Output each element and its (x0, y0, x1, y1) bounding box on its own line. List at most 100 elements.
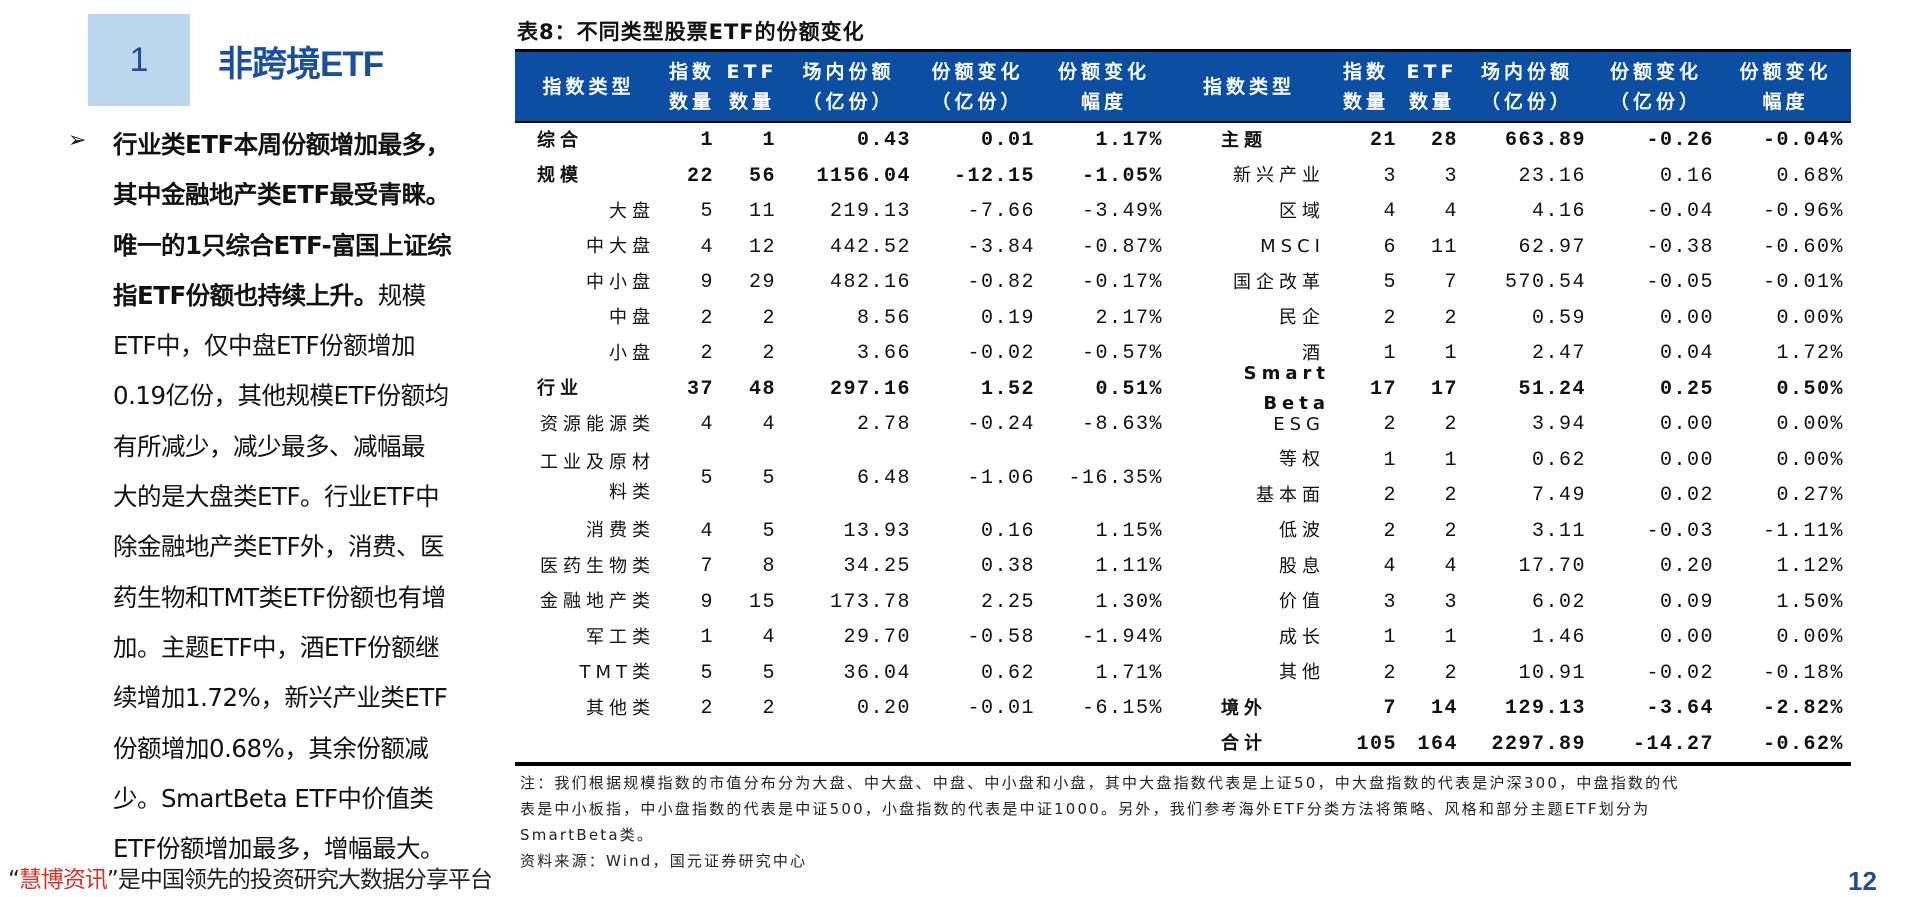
row-label: 其他类 (586, 697, 655, 719)
cell-value: 8.56 (856, 306, 911, 330)
cell-value: 48 (748, 377, 776, 401)
row-label: MSCI (1260, 236, 1325, 258)
table-notes: 注：我们根据规模指数的市值分布分为大盘、中大盘、中盘、中小盘和小盘，其中大盘指数… (520, 770, 1680, 874)
cell-value: -6.15% (1081, 697, 1163, 721)
paragraph-line: ETF份额增加最多，增幅最大。 (113, 824, 503, 874)
paragraph-segment: 行业类ETF本周份额增加最多， (113, 130, 450, 159)
cell-value: 2 (1444, 519, 1458, 543)
paragraph-segment: 唯一的1只综合ETF-富国上证综 (113, 230, 452, 260)
cell-value: 1156.04 (816, 164, 911, 188)
cell-value: 4 (1444, 555, 1458, 579)
cell-value: 1 (1383, 626, 1397, 650)
cell-value: 105 (1356, 732, 1397, 756)
cell-value: -12.15 (953, 164, 1035, 188)
row-label: 等权 (1279, 449, 1325, 471)
row-label: TMT类 (579, 662, 655, 684)
paragraph-segment: 大的是大盘类ETF。行业ETF中 (113, 482, 440, 512)
cell-value: 23.16 (1518, 164, 1586, 188)
cell-value: 29 (748, 271, 776, 295)
paragraph-segment: 续增加1.72%，新兴产业类ETF (113, 683, 448, 713)
cell-value: 0.01 (980, 129, 1035, 153)
cell-value: 11 (1430, 235, 1458, 259)
row-label: 金融地产类 (540, 591, 655, 613)
cell-value: -0.01% (1762, 271, 1844, 295)
cell-value: -0.04% (1762, 129, 1844, 153)
cell-value: 21 (1369, 129, 1397, 153)
column-header: ETF 数量 (1406, 60, 1458, 113)
cell-value: 0.00% (1776, 626, 1844, 650)
cell-value: 1.46 (1531, 626, 1586, 650)
cell-value: 0.62 (1531, 448, 1586, 472)
cell-value: 3.66 (856, 342, 911, 366)
cell-value: 570.54 (1504, 271, 1586, 295)
row-label: 资源能源类 (540, 413, 655, 435)
cell-value: 0.43 (856, 129, 911, 153)
cell-value: -0.57% (1081, 342, 1163, 366)
cell-value: 2 (762, 306, 776, 330)
cell-value: 1 (762, 129, 776, 153)
cell-value: 2 (1444, 484, 1458, 508)
cell-value: 2.25 (980, 590, 1035, 614)
cell-value: 29.70 (843, 626, 911, 650)
paragraph-line: 有所减少，减少最多、减幅最 (113, 422, 503, 472)
cell-value: -0.17% (1081, 271, 1163, 295)
cell-value: 1.50% (1776, 590, 1844, 614)
cell-value: -8.63% (1081, 413, 1163, 437)
row-label: 中大盘 (586, 236, 655, 258)
cell-value: 51.24 (1518, 377, 1586, 401)
cell-value: 1.71% (1095, 661, 1163, 685)
cell-value: 1 (1444, 626, 1458, 650)
cell-value: 6.02 (1531, 590, 1586, 614)
row-label: 价值 (1279, 591, 1325, 613)
paragraph-line: 0.19亿份，其他规模ETF份额均 (113, 371, 503, 421)
table-top-rule (515, 49, 1851, 52)
cell-value: 0.00 (1659, 448, 1714, 472)
cell-value: 0.16 (1659, 164, 1714, 188)
cell-value: 22 (686, 164, 714, 188)
cell-value: 6.48 (856, 466, 911, 490)
cell-value: 0.19 (980, 306, 1035, 330)
row-label: 其他 (1279, 662, 1325, 684)
cell-value: 663.89 (1504, 129, 1586, 153)
cell-value: 9 (700, 271, 714, 295)
paragraph-segment: 加。主题ETF中，酒ETF份额继 (113, 632, 440, 662)
cell-value: -2.82% (1762, 697, 1844, 721)
cell-value: 164 (1417, 732, 1458, 756)
section-number-box: 1 (88, 14, 190, 106)
cell-value: 10.91 (1518, 661, 1586, 685)
footer-brand: 慧博资讯 (18, 867, 108, 893)
cell-value: 3.11 (1531, 519, 1586, 543)
cell-value: -0.58 (967, 626, 1035, 650)
paragraph-line: 除金融地产类ETF外，消费、医 (113, 522, 503, 572)
paragraph-segment: ETF份额增加最多，增幅最大。 (113, 834, 445, 864)
cell-value: 0.62 (980, 661, 1035, 685)
cell-value: -0.02 (1646, 661, 1714, 685)
page-number: 12 (1848, 866, 1877, 896)
cell-value: 13.93 (843, 519, 911, 543)
cell-value: 7 (1383, 697, 1397, 721)
cell-value: -0.87% (1081, 235, 1163, 259)
cell-value: 2297.89 (1491, 732, 1586, 756)
row-label: 综合 (537, 129, 583, 151)
column-header: 指数 数量 (668, 60, 715, 113)
cell-value: 1.52 (980, 377, 1035, 401)
cell-value: 1.12% (1776, 555, 1844, 579)
cell-value: -3.84 (967, 235, 1035, 259)
column-header: 指数类型 (542, 75, 635, 98)
cell-value: 2 (1444, 413, 1458, 437)
row-label: 酒 (1302, 342, 1325, 364)
cell-value: -1.11% (1762, 519, 1844, 543)
row-label: 中盘 (609, 307, 655, 329)
cell-value: 7.49 (1531, 484, 1586, 508)
cell-value: 1 (700, 626, 714, 650)
cell-value: 2 (1383, 413, 1397, 437)
cell-value: 0.00 (1659, 306, 1714, 330)
cell-value: 2 (700, 697, 714, 721)
cell-value: 482.16 (829, 271, 911, 295)
row-label: 新兴产业 (1233, 165, 1325, 187)
row-label: 境外 (1221, 697, 1267, 719)
cell-value: 3 (1444, 164, 1458, 188)
row-label: 消费类 (586, 520, 655, 542)
cell-value: 1.15% (1095, 519, 1163, 543)
cell-value: -0.96% (1762, 200, 1844, 224)
